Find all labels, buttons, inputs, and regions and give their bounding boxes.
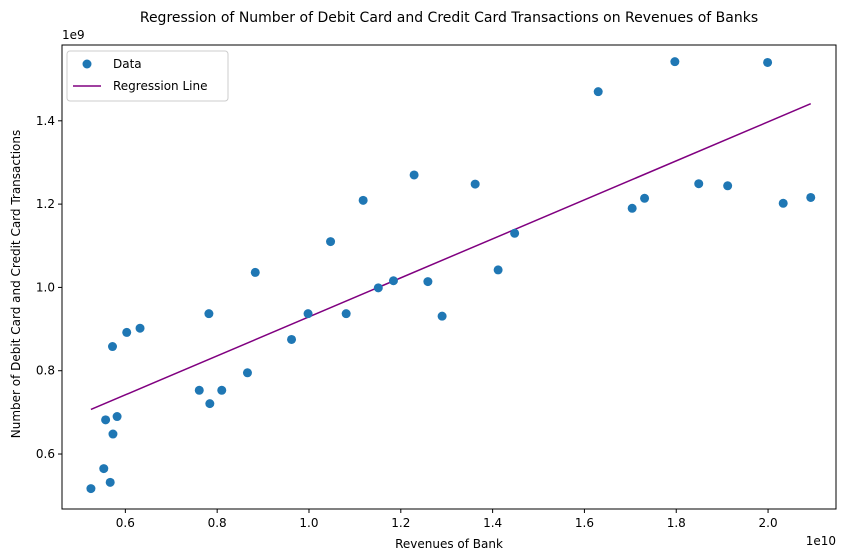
x-tick-label: 2.0 xyxy=(759,516,778,530)
regression-line xyxy=(90,103,812,411)
chart-title: Regression of Number of Debit Card and C… xyxy=(140,10,758,26)
y-axis-label: Number of Debit Card and Credit Card Tra… xyxy=(9,130,23,438)
data-point xyxy=(493,265,503,275)
data-point xyxy=(423,277,433,287)
data-point xyxy=(470,179,480,189)
x-tick-label: 1.0 xyxy=(299,516,318,530)
data-point xyxy=(303,309,313,319)
data-point xyxy=(204,309,214,319)
x-tick-label: 1.8 xyxy=(667,516,686,530)
data-point xyxy=(694,179,704,189)
y-offset-label: 1e9 xyxy=(62,28,85,42)
data-point xyxy=(107,342,117,352)
data-point xyxy=(627,203,637,213)
data-point xyxy=(593,87,603,97)
data-point xyxy=(86,484,96,494)
x-axis-label: Revenues of Bank xyxy=(395,537,503,551)
data-point xyxy=(287,334,297,344)
data-point xyxy=(112,412,122,422)
data-point xyxy=(101,415,111,425)
data-point xyxy=(341,309,351,319)
data-point xyxy=(409,170,419,180)
y-tick-label: 1.4 xyxy=(36,114,55,128)
data-point xyxy=(510,228,520,238)
data-point xyxy=(99,464,109,474)
data-point xyxy=(806,192,816,202)
data-point xyxy=(763,57,773,67)
x-tick-label: 0.8 xyxy=(208,516,227,530)
data-point xyxy=(135,323,145,333)
legend: Data Regression Line xyxy=(66,50,229,102)
x-tick-label: 1.4 xyxy=(483,516,502,530)
legend-box xyxy=(66,50,229,102)
data-point xyxy=(194,385,204,395)
data-point xyxy=(326,237,336,247)
data-point xyxy=(373,283,383,293)
axes-frame xyxy=(61,44,837,510)
data-point xyxy=(108,429,118,439)
y-tick-label: 1.2 xyxy=(36,197,55,211)
data-point xyxy=(723,181,733,191)
x-tick-label: 1.2 xyxy=(391,516,410,530)
legend-data-label: Data xyxy=(113,57,142,71)
data-point xyxy=(437,311,447,321)
data-point xyxy=(217,385,227,395)
data-point xyxy=(205,399,215,409)
data-point xyxy=(640,193,650,203)
data-point xyxy=(778,198,788,208)
x-tick-label: 1.6 xyxy=(575,516,594,530)
y-tick-label: 0.8 xyxy=(36,364,55,378)
legend-regression-label: Regression Line xyxy=(113,79,207,93)
data-point xyxy=(250,267,260,277)
y-tick-label: 1.0 xyxy=(36,280,55,294)
data-point xyxy=(670,57,680,67)
data-point xyxy=(122,327,132,337)
x-offset-label: 1e10 xyxy=(806,534,836,548)
x-tick-label: 0.6 xyxy=(116,516,135,530)
plot-area: 0.6 0.8 1.0 1.2 1.4 1.6 1.8 2.0 0.6 0.8 1.0 1.2 1.4 xyxy=(36,57,816,530)
data-point xyxy=(358,195,368,205)
data-point xyxy=(388,276,398,286)
data-point xyxy=(242,368,252,378)
legend-data-marker xyxy=(82,59,92,69)
data-point xyxy=(105,477,115,487)
y-tick-label: 0.6 xyxy=(36,447,55,461)
